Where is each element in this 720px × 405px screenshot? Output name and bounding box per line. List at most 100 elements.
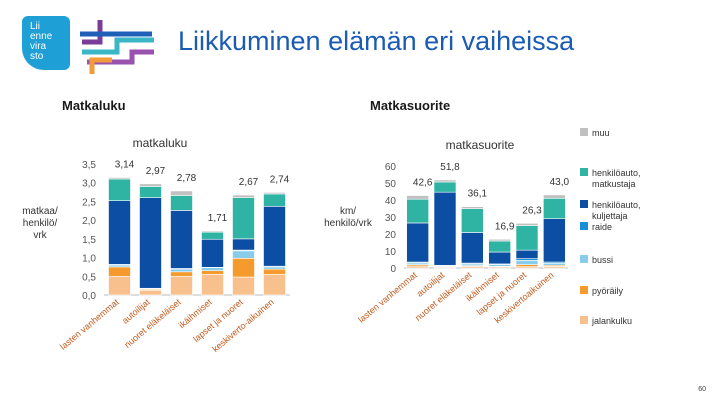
bar-segment <box>232 197 255 240</box>
bar-total-label: 26,3 <box>522 205 542 216</box>
bar-segment <box>461 232 484 264</box>
bar-segment <box>461 208 484 233</box>
logo-line: Lii <box>30 21 41 32</box>
logo-line: sto <box>30 51 44 62</box>
y-tick-label: 40 <box>385 196 397 207</box>
bar-segment <box>108 178 131 201</box>
legend-swatch <box>580 316 588 324</box>
legend-label: henkilöauto, <box>592 168 641 178</box>
y-tick-label: 50 <box>385 179 397 190</box>
bar-segment <box>488 240 511 253</box>
legend-label: henkilöauto, <box>592 200 641 210</box>
bar-segment <box>139 186 162 198</box>
y-tick-label: 1,0 <box>82 254 96 265</box>
bar-segment <box>201 238 224 268</box>
bar-segment <box>232 194 255 198</box>
bar-segment <box>232 276 255 296</box>
y-tick-label: 10 <box>385 247 397 258</box>
bar-segment <box>263 266 286 270</box>
bar-segment <box>406 198 429 224</box>
bar-total-label: 2,67 <box>239 177 259 188</box>
bar-segment <box>170 190 193 196</box>
bar-segment <box>232 250 255 259</box>
y-tick-label: 3,0 <box>82 179 96 190</box>
y-tick-label: 30 <box>385 213 397 224</box>
bar-segment <box>170 268 193 273</box>
legend-swatch <box>580 200 588 208</box>
legend-swatch <box>580 286 588 294</box>
bar-segment <box>263 205 286 267</box>
left-section-title: Matkaluku <box>62 98 126 113</box>
category-label: lasten vanhemmat <box>356 270 419 325</box>
bar-segment <box>488 238 511 242</box>
bar-segment <box>406 222 429 263</box>
page-number: 60 <box>698 386 706 393</box>
bar-segment <box>263 192 286 195</box>
y-tick-label: 1,5 <box>82 235 96 246</box>
y-axis-label: matkaa/ <box>22 206 58 217</box>
bar-segment <box>170 271 193 277</box>
bar-segment <box>543 262 566 266</box>
bar-segment <box>406 265 429 269</box>
bar-segment <box>543 194 566 199</box>
bar-segment <box>543 198 566 220</box>
bar-segment <box>201 230 224 233</box>
y-tick-label: 0,0 <box>82 291 96 302</box>
y-tick-label: 0,5 <box>82 272 96 283</box>
y-axis-label: henkilö/ <box>23 218 58 229</box>
chart-title: matkaluku <box>133 136 188 150</box>
y-tick-label: 2,5 <box>82 197 96 208</box>
bar-segment <box>406 195 429 200</box>
bar-total-label: 42,6 <box>413 178 433 189</box>
bar-segment <box>108 266 131 277</box>
bar-segment <box>515 225 539 251</box>
agency-logo: Lii enne vira sto <box>22 16 70 70</box>
y-tick-label: 60 <box>385 162 397 173</box>
category-label: lasten vanhemmat <box>58 297 121 352</box>
bar-total-label: 2,97 <box>146 166 166 177</box>
bar-segment <box>201 270 224 275</box>
bar-segment <box>170 210 193 269</box>
bar-total-label: 43,0 <box>550 177 570 188</box>
bar-segment <box>201 274 224 296</box>
bar-segment <box>201 267 224 271</box>
legend-label: jalankulku <box>591 316 632 326</box>
y-tick-label: 20 <box>385 230 397 241</box>
legend-swatch <box>580 128 588 136</box>
legend-label: bussi <box>592 255 613 265</box>
y-tick-label: 0 <box>390 264 396 275</box>
bar-segment <box>433 179 457 183</box>
logo-arrows-graphic <box>80 20 154 74</box>
slide-title: Liikkuminen elämän eri vaiheissa <box>178 26 575 56</box>
bar-segment <box>232 258 255 278</box>
bar-segment <box>108 275 131 296</box>
logo-line: enne <box>30 31 53 42</box>
bar-total-label: 51,8 <box>440 162 460 173</box>
bar-segment <box>108 177 131 180</box>
right-section-title: Matkasuorite <box>370 98 451 113</box>
bar-segment <box>543 218 566 263</box>
bar-segment <box>139 290 162 296</box>
bar-segment <box>139 183 162 187</box>
bar-segment <box>515 264 539 267</box>
legend-swatch <box>580 222 588 230</box>
bar-total-label: 2,78 <box>177 173 197 184</box>
bar-segment <box>170 195 193 211</box>
y-axis-label: vrk <box>33 230 47 241</box>
bar-segment <box>433 191 457 266</box>
bar-segment <box>170 275 193 296</box>
bar-segment <box>139 197 162 289</box>
legend-label: muu <box>592 128 610 138</box>
bar-segment <box>461 206 484 209</box>
y-axis-label: km/ <box>340 206 356 217</box>
bar-segment <box>232 238 255 251</box>
bar-total-label: 16,9 <box>495 221 515 232</box>
legend-label: kuljettaja <box>592 211 628 221</box>
bar-segment <box>108 200 131 265</box>
bar-segment <box>433 181 457 193</box>
legend-label: matkustaja <box>592 179 636 189</box>
bar-segment <box>515 222 539 226</box>
bar-segment <box>263 274 286 296</box>
